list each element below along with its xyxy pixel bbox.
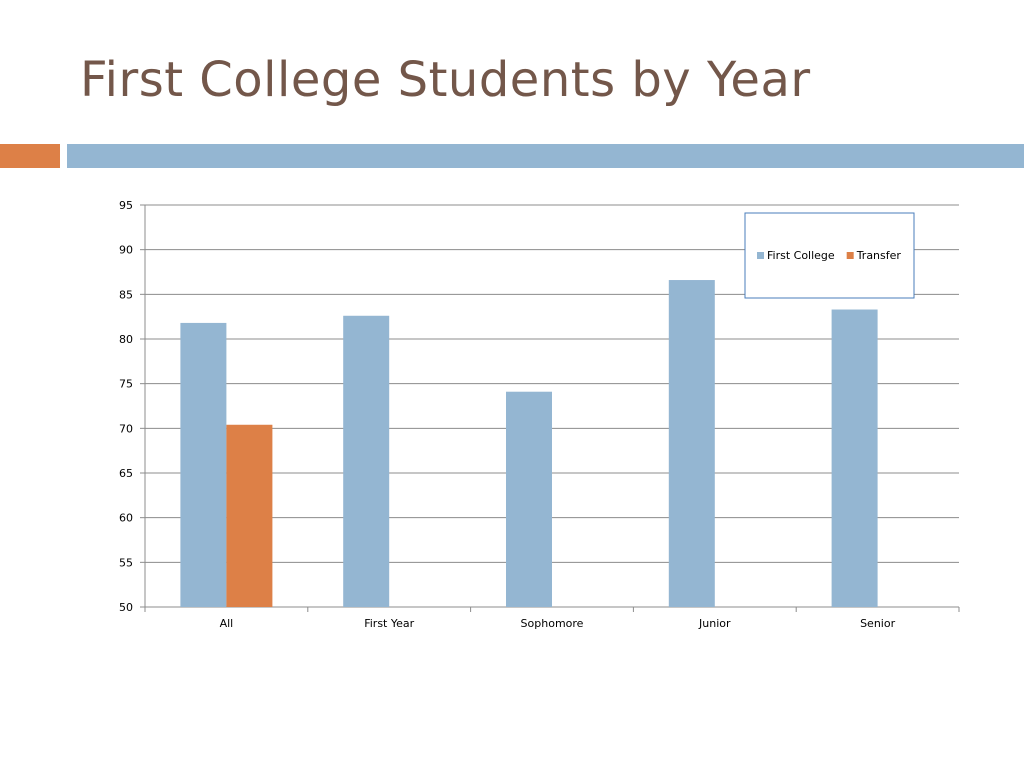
page-title: First College Students by Year	[80, 52, 811, 108]
y-tick-label: 95	[119, 199, 133, 212]
x-tick-label: Sophomore	[521, 617, 584, 630]
y-tick-label: 90	[119, 244, 133, 257]
bar-first-college	[506, 391, 552, 607]
accent-band-left	[0, 144, 60, 168]
bar-first-college	[668, 280, 715, 607]
legend-box	[744, 212, 915, 299]
x-tick-label: Junior	[698, 617, 731, 630]
y-tick-label: 75	[119, 378, 133, 391]
y-tick-label: 80	[119, 333, 133, 346]
legend-label: First College	[767, 249, 835, 262]
x-tick-label: First Year	[364, 617, 414, 630]
bar-transfer	[226, 424, 273, 607]
legend-label: Transfer	[856, 249, 902, 262]
x-tick-label: All	[220, 617, 234, 630]
accent-band-right	[67, 144, 1024, 168]
bar-first-college	[180, 322, 227, 607]
y-tick-label: 70	[119, 422, 133, 435]
y-tick-label: 55	[119, 556, 133, 569]
y-tick-label: 50	[119, 601, 133, 614]
x-tick-label: Senior	[860, 617, 896, 630]
y-tick-label: 60	[119, 512, 133, 525]
legend-swatch	[757, 252, 764, 259]
legend-swatch	[846, 252, 854, 259]
y-tick-label: 85	[119, 288, 133, 301]
bar-first-college	[343, 315, 390, 607]
y-tick-label: 65	[119, 467, 133, 480]
bar-first-college	[831, 309, 878, 607]
